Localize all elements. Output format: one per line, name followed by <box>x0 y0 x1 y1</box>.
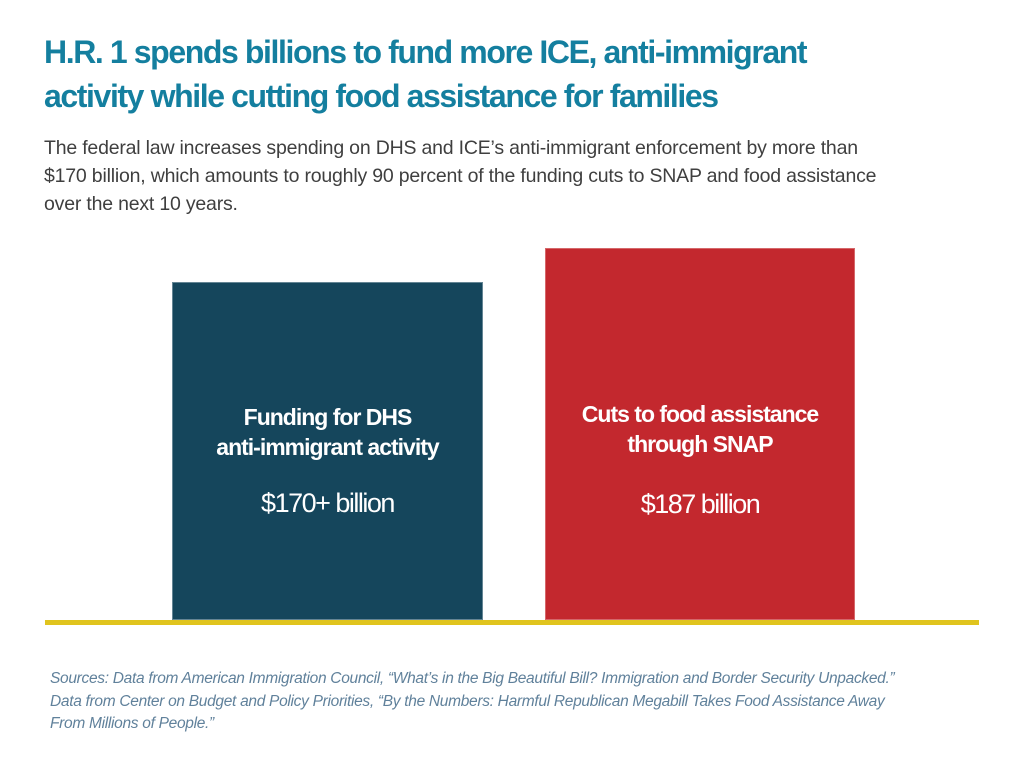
sources-note: Sources: Data from American Immigration … <box>50 668 1000 736</box>
bar-snap-cuts: Cuts to food assistance through SNAP $187… <box>545 248 855 620</box>
sources-line2: Data from Center on Budget and Policy Pr… <box>50 692 885 710</box>
sources-line1: Sources: Data from American Immigration … <box>50 670 895 687</box>
chart-title: H.R. 1 spends billions to fund more ICE,… <box>44 30 984 118</box>
bar-snap-label-line2: through SNAP <box>627 431 773 457</box>
chart-title-line1: H.R. 1 spends billions to fund more ICE,… <box>44 34 808 70</box>
bar-snap-label: Cuts to food assistance through SNAP <box>546 399 854 459</box>
sources-line3: From Millions of People.” <box>50 715 214 732</box>
chart-subtitle-line3: over the next 10 years. <box>44 193 238 215</box>
bar-dhs-funding: Funding for DHS anti-immigrant activity $… <box>172 282 483 620</box>
bar-snap-label-line1: Cuts to food assistance <box>581 401 819 427</box>
chart-subtitle-line1: The federal law increases spending on DH… <box>44 137 858 159</box>
chart-title-line2: activity while cutting food assistance f… <box>44 78 719 114</box>
bar-dhs-label-line2: anti-immigrant activity <box>216 434 439 460</box>
bar-snap-value: $187 billion <box>640 489 761 519</box>
bar-dhs-label-line1: Funding for DHS <box>243 404 413 430</box>
chart-subtitle-line2: $170 billion, which amounts to roughly 9… <box>44 165 877 187</box>
bar-dhs-value: $170+ billion <box>261 488 395 518</box>
chart-subtitle: The federal law increases spending on DH… <box>44 134 994 218</box>
chart-baseline <box>45 620 979 625</box>
bar-dhs-label: Funding for DHS anti-immigrant activity <box>173 402 482 462</box>
